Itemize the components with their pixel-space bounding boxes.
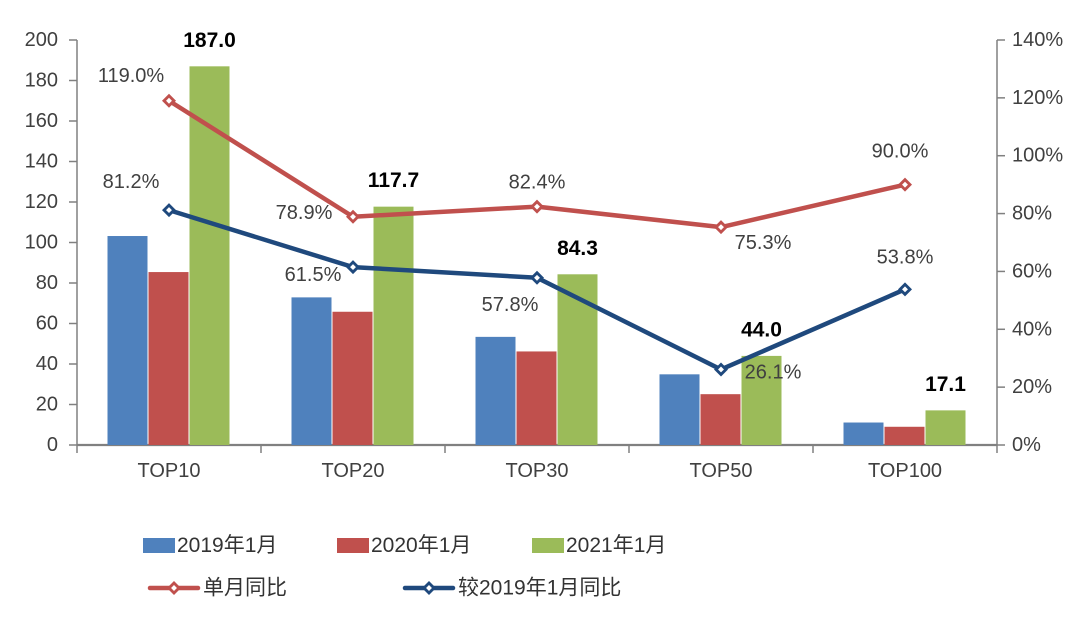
- pct-data-label: 26.1%: [745, 361, 802, 383]
- bold-data-label: 84.3: [557, 237, 598, 260]
- diamond-marker-hole: [166, 207, 172, 214]
- bold-data-label: 117.7: [368, 169, 419, 192]
- bar-1-TOP20: [332, 311, 373, 445]
- diamond-marker-hole: [171, 585, 177, 591]
- bar-2-TOP20: [373, 206, 414, 445]
- pct-data-label: 81.2%: [103, 171, 160, 193]
- right-axis-tick-label: 60%: [1012, 260, 1052, 282]
- pct-data-label: 119.0%: [98, 65, 165, 87]
- diamond-marker-hole: [426, 585, 432, 591]
- right-axis-tick-label: 20%: [1012, 376, 1052, 398]
- bar-1-TOP10: [148, 272, 189, 445]
- category-label: TOP100: [868, 460, 942, 482]
- bar-2-TOP10: [189, 66, 230, 445]
- diamond-marker-hole: [534, 274, 540, 281]
- left-axis-tick-label: 160: [25, 110, 58, 132]
- pct-data-label: 75.3%: [735, 232, 792, 254]
- diamond-marker-hole: [902, 181, 908, 188]
- left-axis-tick-label: 140: [25, 151, 58, 173]
- left-axis-tick-label: 20: [36, 394, 58, 416]
- legend-swatch-0: [143, 538, 175, 553]
- legend-label-bar-0: 2019年1月: [177, 534, 277, 557]
- legend-label-bar-2: 2021年1月: [566, 534, 666, 557]
- legend-label-line-1: 较2019年1月同比: [458, 577, 621, 600]
- bar-0-TOP50: [659, 374, 700, 445]
- left-axis-tick-label: 80: [36, 272, 58, 294]
- left-axis-tick-label: 40: [36, 353, 58, 375]
- diamond-marker-hole: [166, 97, 172, 104]
- bold-data-label: 17.1: [925, 373, 966, 396]
- left-axis-tick-label: 60: [36, 313, 58, 335]
- bar-2-TOP50: [741, 355, 782, 445]
- right-axis-tick-label: 120%: [1012, 87, 1063, 109]
- left-axis-tick-label: 100: [25, 232, 58, 254]
- left-axis-tick-label: 0: [47, 434, 58, 456]
- legend-label-bar-1: 2020年1月: [371, 534, 471, 557]
- left-axis-tick-label: 120: [25, 191, 58, 213]
- right-axis-tick-label: 140%: [1012, 29, 1063, 51]
- bar-0-TOP20: [291, 297, 332, 445]
- line-series-1: [166, 207, 908, 372]
- bar-1-TOP50: [700, 394, 741, 445]
- right-axis-tick-label: 40%: [1012, 318, 1052, 340]
- right-axis-tick-label: 0%: [1012, 434, 1041, 456]
- diamond-marker-hole: [350, 213, 356, 220]
- bar-1-TOP30: [516, 351, 557, 445]
- bar-0-TOP100: [843, 422, 884, 445]
- category-label: TOP30: [506, 460, 569, 482]
- bar-1-TOP100: [884, 426, 925, 445]
- left-axis-tick-label: 200: [25, 29, 58, 51]
- category-label: TOP50: [690, 460, 753, 482]
- pct-data-label: 90.0%: [872, 141, 929, 163]
- bold-data-label: 44.0: [741, 318, 782, 341]
- legend-label-line-0: 单月同比: [203, 577, 287, 600]
- diamond-marker-hole: [534, 203, 540, 210]
- pct-data-label: 53.8%: [877, 246, 934, 268]
- category-label: TOP10: [138, 460, 201, 482]
- bar-0-TOP10: [107, 236, 148, 445]
- legend-swatch-2: [532, 538, 564, 553]
- diamond-marker-hole: [350, 264, 356, 271]
- diamond-marker-hole: [718, 224, 724, 231]
- pct-data-label: 82.4%: [509, 172, 566, 194]
- pct-data-label: 61.5%: [285, 264, 342, 286]
- diamond-marker-hole: [902, 286, 908, 293]
- diamond-marker-hole: [718, 366, 724, 373]
- bold-data-label: 187.0: [183, 29, 236, 52]
- legend-swatch-1: [337, 538, 369, 553]
- left-axis-tick-label: 180: [25, 70, 58, 92]
- bar-0-TOP30: [475, 336, 516, 445]
- bar-2-TOP100: [925, 410, 966, 445]
- right-axis-tick-label: 100%: [1012, 145, 1063, 167]
- pct-data-label: 78.9%: [276, 202, 333, 224]
- right-axis-tick-label: 80%: [1012, 203, 1052, 225]
- pct-data-label: 57.8%: [482, 294, 539, 316]
- category-label: TOP20: [322, 460, 385, 482]
